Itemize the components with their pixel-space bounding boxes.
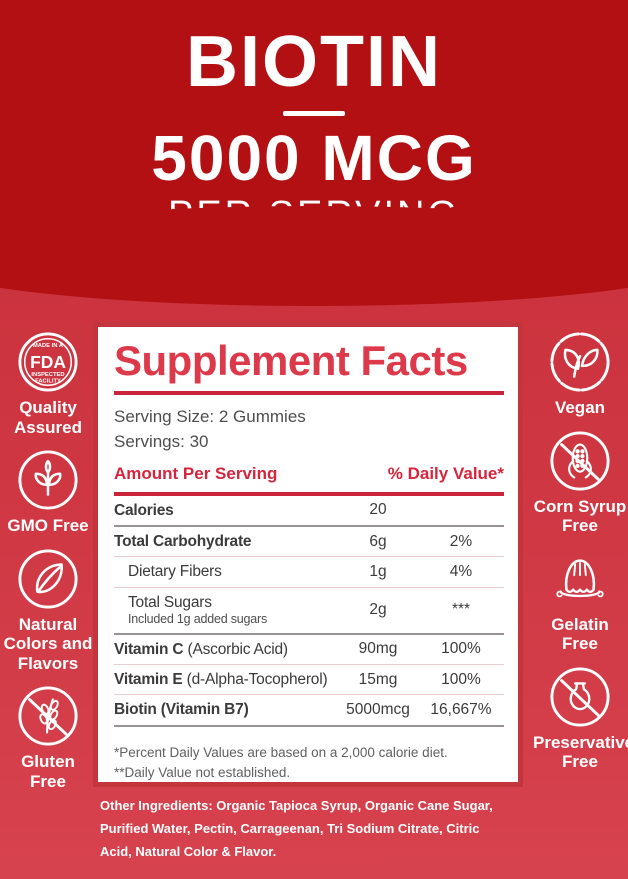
no-corn-icon xyxy=(550,431,610,491)
badge-gmo-free: GMO Free xyxy=(1,449,95,536)
header-rule xyxy=(114,491,504,496)
badge-label: GMO Free xyxy=(7,516,89,536)
col-amount-per-serving: Amount Per Serving xyxy=(114,463,278,483)
row-label: Vitamin C (Ascorbic Acid) xyxy=(114,640,288,658)
row-label: Vitamin E (d-Alpha-Tocopherol) xyxy=(114,671,328,689)
row-amount: 1g xyxy=(369,563,387,581)
row-amount: 6g xyxy=(369,532,387,550)
badge-gelatin-free: Gelatin Free xyxy=(533,548,627,654)
row-label: Dietary Fibers xyxy=(128,563,222,581)
table-row-total-sugars: Total Sugars Included 1g added sugars 2g … xyxy=(114,588,504,635)
plant-icon xyxy=(18,450,78,510)
table-row-biotin: Biotin (Vitamin B7) 5000mcg 16,667% xyxy=(114,695,504,727)
header-divider xyxy=(283,111,345,116)
table-row-calories: Calories 20 xyxy=(114,496,504,527)
panel-title: Supplement Facts xyxy=(114,337,468,384)
table-row-total-carbohydrate: Total Carbohydrate 6g 2% xyxy=(114,527,504,558)
row-amount: 2g xyxy=(369,601,387,619)
table-header: Amount Per Serving % Daily Value* xyxy=(114,464,504,484)
row-label: Total Sugars Included 1g added sugars xyxy=(114,593,338,628)
header-banner: BIOTIN 5000 MCG PER SERVING xyxy=(0,0,628,256)
per-serving-text: PER SERVING xyxy=(167,194,461,236)
row-dv: 2% xyxy=(449,532,473,550)
row-amount: 5000mcg xyxy=(346,701,410,719)
table-row-vitamin-c: Vitamin C (Ascorbic Acid) 90mg 100% xyxy=(114,635,504,666)
supplement-facts-panel: Supplement Facts Serving Size: 2 Gummies… xyxy=(93,322,523,787)
badge-column-right: Vegan Corn Syrup Free xyxy=(532,331,628,772)
servings-count: Servings: 30 xyxy=(114,431,209,451)
row-dv: *** xyxy=(451,601,471,619)
other-ingredients: Other Ingredients: Organic Tapioca Syrup… xyxy=(100,795,502,863)
badge-label: Preservative Free xyxy=(533,732,628,772)
badge-vegan: Vegan xyxy=(533,331,627,418)
badge-label: Quality Assured xyxy=(13,398,83,437)
table-row-vitamin-e: Vitamin E (d-Alpha-Tocopherol) 15mg 100% xyxy=(114,665,504,696)
svg-text:FDA: FDA xyxy=(30,352,66,372)
badge-natural-colors: Natural Colors and Flavors xyxy=(1,548,95,674)
table-row-dietary-fibers: Dietary Fibers 1g 4% xyxy=(114,557,504,588)
badge-label: Gelatin Free xyxy=(551,614,609,654)
svg-text:FACILITY: FACILITY xyxy=(35,378,61,384)
row-dv: 16,667% xyxy=(430,701,492,719)
row-amount: 90mg xyxy=(358,640,398,658)
product-name: BIOTIN xyxy=(186,22,442,102)
badge-label: Natural Colors and Flavors xyxy=(3,614,93,673)
row-dv: 100% xyxy=(441,640,481,658)
no-wheat-icon xyxy=(18,686,78,746)
row-label: Total Carbohydrate xyxy=(114,532,252,550)
badge-preservative-free: Preservative Free xyxy=(533,666,628,772)
leaves-icon xyxy=(550,332,610,392)
row-dv: 100% xyxy=(441,670,481,688)
badge-label: Vegan xyxy=(554,398,606,417)
badge-column-left: MADE IN A FDA INSPECTED FACILITY Quality… xyxy=(0,331,96,791)
other-ingredients-text: Organic Tapioca Syrup, Organic Cane Suga… xyxy=(100,798,493,859)
leaf-icon xyxy=(18,549,78,609)
footnote-daily-values: *Percent Daily Values are based on a 2,0… xyxy=(114,744,448,760)
row-subtext: Included 1g added sugars xyxy=(128,612,268,627)
footnote-not-established: **Daily Value not established. xyxy=(114,765,291,781)
badge-corn-syrup-free: Corn Syrup Free xyxy=(533,430,627,536)
fda-badge-icon: MADE IN A FDA INSPECTED FACILITY xyxy=(18,332,78,392)
other-ingredients-label: Other Ingredients: xyxy=(100,798,213,813)
badge-label: Corn Syrup Free xyxy=(533,496,627,536)
jelly-icon xyxy=(556,558,604,597)
row-amount: 15mg xyxy=(358,670,398,688)
serving-size: Serving Size: 2 Gummies xyxy=(114,407,306,427)
title-rule xyxy=(114,391,504,396)
row-label: Calories xyxy=(114,501,174,519)
svg-text:INSPECTED: INSPECTED xyxy=(31,372,64,378)
dose-text: 5000 MCG xyxy=(151,122,477,194)
row-amount: 20 xyxy=(369,501,387,519)
badge-gluten-free: Gluten Free xyxy=(1,685,95,791)
badge-quality-assured: MADE IN A FDA INSPECTED FACILITY Quality… xyxy=(1,331,95,437)
row-label: Biotin (Vitamin B7) xyxy=(114,701,249,719)
svg-text:MADE IN A: MADE IN A xyxy=(33,343,64,349)
no-flask-icon xyxy=(550,667,610,727)
col-daily-value: % Daily Value* xyxy=(387,463,504,483)
row-dv: 4% xyxy=(449,563,473,581)
badge-label: Gluten Free xyxy=(21,752,75,791)
